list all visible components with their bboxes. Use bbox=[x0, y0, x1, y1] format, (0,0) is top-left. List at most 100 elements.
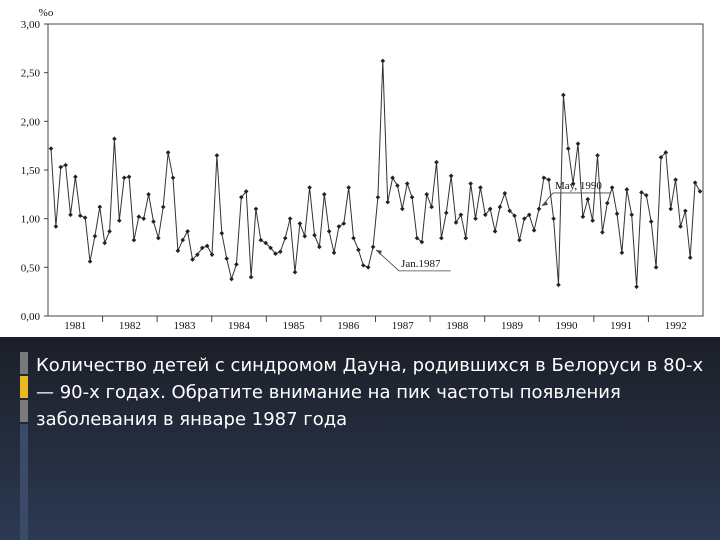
data-point bbox=[346, 185, 351, 190]
data-point bbox=[609, 185, 615, 190]
data-point bbox=[541, 175, 547, 181]
data-point bbox=[624, 187, 630, 192]
slide-caption: Количество детей с синдромом Дауна, роди… bbox=[36, 355, 704, 430]
data-point bbox=[522, 216, 527, 221]
data-point bbox=[258, 237, 264, 243]
data-point bbox=[317, 244, 322, 250]
data-point bbox=[556, 282, 561, 288]
annotation-label: Jan.1987 bbox=[401, 258, 441, 270]
data-point bbox=[502, 191, 508, 196]
data-point bbox=[268, 245, 273, 251]
x-year-label: 1981 bbox=[64, 320, 86, 332]
x-year-label: 1991 bbox=[610, 320, 632, 332]
x-year-label: 1987 bbox=[392, 320, 415, 332]
data-point bbox=[458, 212, 464, 218]
data-point bbox=[629, 212, 634, 218]
data-point bbox=[68, 212, 73, 218]
data-point bbox=[400, 206, 405, 212]
data-point bbox=[434, 159, 439, 165]
data-point bbox=[365, 265, 371, 270]
data-point bbox=[97, 204, 103, 210]
data-point bbox=[248, 274, 254, 280]
data-point bbox=[82, 215, 88, 220]
plot-frame bbox=[47, 23, 704, 317]
data-point bbox=[92, 233, 98, 239]
x-year-label: 1985 bbox=[283, 320, 306, 332]
x-year-label: 1988 bbox=[446, 320, 469, 332]
data-point bbox=[297, 221, 303, 226]
data-point bbox=[492, 229, 498, 234]
data-point bbox=[473, 216, 478, 221]
caption-accent-bar bbox=[20, 352, 28, 540]
accent-gray-segment bbox=[20, 352, 28, 374]
data-point bbox=[136, 214, 142, 220]
data-point bbox=[600, 229, 605, 235]
data-point bbox=[165, 150, 171, 155]
data-point bbox=[102, 240, 107, 246]
data-point bbox=[224, 256, 229, 261]
y-tick-label: 0,50 bbox=[21, 262, 41, 274]
data-point bbox=[653, 265, 659, 270]
data-point bbox=[185, 229, 190, 234]
data-point bbox=[409, 194, 415, 200]
data-point bbox=[463, 235, 469, 241]
data-point bbox=[512, 213, 517, 219]
data-point bbox=[648, 219, 654, 224]
data-point bbox=[668, 206, 674, 212]
data-point bbox=[121, 175, 127, 181]
data-point bbox=[58, 164, 64, 170]
caption-panel bbox=[0, 337, 720, 540]
data-point bbox=[487, 206, 493, 212]
data-point bbox=[443, 210, 449, 216]
data-point bbox=[112, 136, 117, 142]
data-point bbox=[131, 237, 137, 243]
data-point bbox=[526, 212, 532, 218]
data-point bbox=[243, 189, 249, 194]
data-point bbox=[239, 194, 244, 200]
data-point bbox=[278, 249, 283, 255]
data-point bbox=[390, 175, 395, 181]
data-point bbox=[190, 257, 195, 262]
y-tick-label: 2,50 bbox=[21, 68, 41, 80]
accent-gray-segment bbox=[20, 400, 28, 422]
data-point bbox=[482, 212, 488, 218]
data-point bbox=[336, 224, 342, 229]
x-year-label: 1984 bbox=[228, 320, 251, 332]
data-point bbox=[536, 206, 542, 212]
data-point bbox=[273, 251, 278, 257]
data-point bbox=[73, 174, 78, 180]
data-point bbox=[687, 255, 693, 260]
data-point bbox=[160, 204, 166, 210]
data-point bbox=[497, 204, 503, 210]
data-point bbox=[663, 150, 669, 155]
data-point bbox=[395, 183, 400, 188]
data-point bbox=[570, 181, 576, 186]
data-point bbox=[692, 180, 698, 185]
annotation-arrowhead bbox=[541, 200, 548, 206]
data-point bbox=[287, 216, 293, 221]
data-point bbox=[282, 235, 288, 241]
y-unit-label: %o bbox=[39, 7, 54, 19]
data-point bbox=[195, 252, 200, 257]
data-point bbox=[263, 240, 269, 246]
annotation-label: May, 1990 bbox=[555, 180, 602, 192]
data-point bbox=[561, 92, 566, 98]
data-point bbox=[292, 269, 298, 275]
data-point bbox=[151, 219, 156, 224]
data-point bbox=[331, 250, 337, 256]
data-point bbox=[199, 245, 205, 251]
y-tick-label: 0,00 bbox=[21, 311, 41, 323]
x-year-label: 1983 bbox=[173, 320, 196, 332]
data-point bbox=[312, 232, 317, 238]
data-point bbox=[683, 208, 688, 214]
data-point bbox=[321, 192, 327, 197]
data-point bbox=[453, 220, 459, 225]
data-point bbox=[619, 250, 625, 256]
data-point bbox=[141, 216, 147, 221]
data-point bbox=[204, 243, 210, 249]
data-point bbox=[419, 239, 425, 245]
y-tick-label: 1,00 bbox=[21, 214, 41, 226]
data-point bbox=[565, 146, 571, 151]
y-tick-label: 1,50 bbox=[21, 165, 41, 177]
data-point bbox=[614, 211, 620, 217]
